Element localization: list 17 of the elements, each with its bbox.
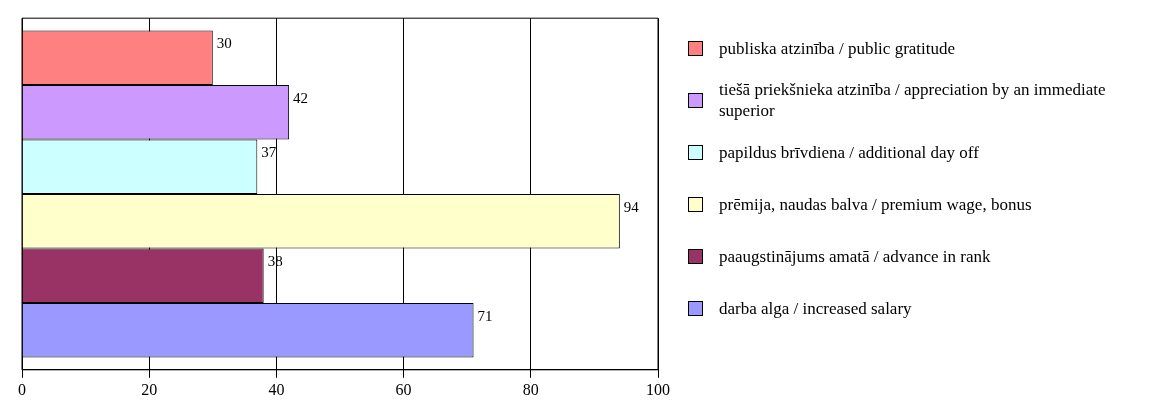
legend-label: papildus brīvdiena / additional day off bbox=[719, 141, 979, 163]
x-tick-label: 0 bbox=[18, 380, 26, 398]
x-tick-label: 60 bbox=[395, 380, 412, 398]
legend-label: prēmija, naudas balva / premium wage, bonus bbox=[719, 193, 1032, 215]
data-label: 42 bbox=[293, 89, 309, 106]
legend-label: tiešā priekšnieka atzinība / appreciation by an immediate superior bbox=[719, 79, 1107, 121]
legend-label: publiska atzinība / public gratitude bbox=[719, 37, 956, 59]
x-tick-label: 80 bbox=[522, 380, 539, 398]
legend-label: paaugstinājums amatā / advance in rank bbox=[719, 245, 991, 267]
data-label: 94 bbox=[623, 198, 640, 215]
legend-label: darba alga / increased salary bbox=[719, 297, 912, 319]
x-tick-label: 100 bbox=[646, 380, 670, 398]
x-tick-label: 40 bbox=[268, 380, 285, 398]
x-tick-label: 20 bbox=[141, 380, 158, 398]
data-label: 71 bbox=[477, 307, 493, 324]
data-label: 30 bbox=[216, 35, 232, 52]
data-label: 37 bbox=[261, 144, 277, 161]
